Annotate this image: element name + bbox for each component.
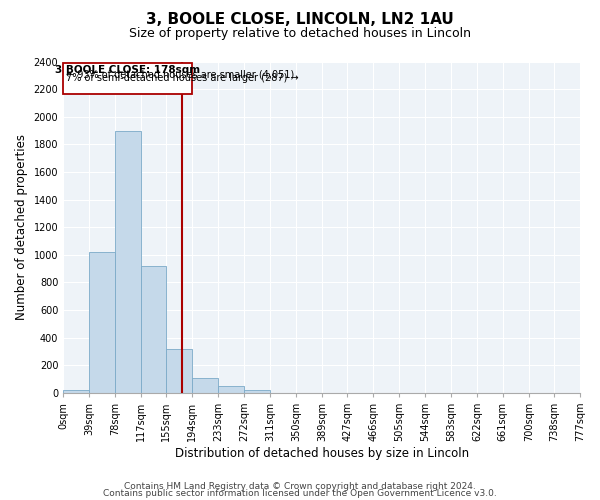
Text: 7% of semi-detached houses are larger (287) →: 7% of semi-detached houses are larger (2…	[66, 73, 298, 83]
Bar	[115, 130, 141, 393]
Bar	[244, 390, 270, 393]
Text: 3, BOOLE CLOSE, LINCOLN, LN2 1AU: 3, BOOLE CLOSE, LINCOLN, LN2 1AU	[146, 12, 454, 28]
Text: ← 93% of detached houses are smaller (4,051): ← 93% of detached houses are smaller (4,…	[66, 69, 294, 79]
Text: 3 BOOLE CLOSE: 178sqm: 3 BOOLE CLOSE: 178sqm	[55, 66, 200, 76]
FancyBboxPatch shape	[63, 63, 192, 94]
Text: Size of property relative to detached houses in Lincoln: Size of property relative to detached ho…	[129, 28, 471, 40]
Y-axis label: Number of detached properties: Number of detached properties	[15, 134, 28, 320]
Bar	[218, 386, 244, 393]
Bar	[63, 390, 89, 393]
Text: Contains HM Land Registry data © Crown copyright and database right 2024.: Contains HM Land Registry data © Crown c…	[124, 482, 476, 491]
Bar	[192, 378, 218, 393]
Bar	[166, 348, 192, 393]
Bar	[89, 252, 115, 393]
Text: Contains public sector information licensed under the Open Government Licence v3: Contains public sector information licen…	[103, 489, 497, 498]
X-axis label: Distribution of detached houses by size in Lincoln: Distribution of detached houses by size …	[175, 447, 469, 460]
Bar	[141, 266, 166, 393]
